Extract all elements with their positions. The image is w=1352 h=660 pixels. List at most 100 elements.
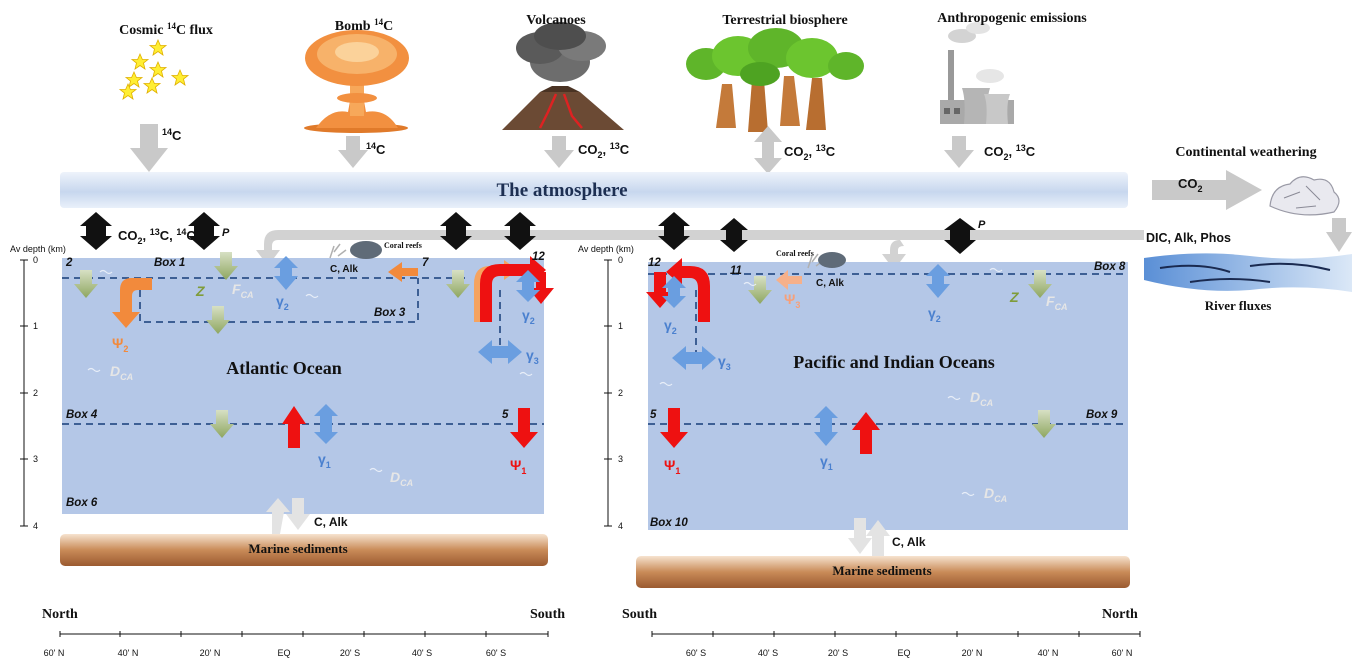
atlantic-box-1: Box 1 [154,257,185,269]
psi2-label: Ψ2 [112,335,128,354]
psi1-arrow-pacific [660,408,688,448]
air-sea-arrow-2 [188,212,220,250]
svg-text:60' S: 60' S [486,648,506,658]
pacific-box-12: 12 [648,257,661,269]
atlantic-basin [62,258,544,514]
volcanoes-label: Volcanoes [526,13,586,28]
anthropogenic-label: Anthropogenic emissions [937,11,1087,26]
pacific-north-label: North [1102,607,1138,622]
weathering-co2-label: CO2 [1178,176,1203,194]
depth-axis-pacific: Av depth (km) 0 1 2 3 4 [578,244,634,531]
svg-text:60' N: 60' N [1112,648,1133,658]
p-label-atlantic: P [222,227,230,239]
atlantic-ocean-label: Atlantic Ocean [226,358,341,378]
coral-label-atlantic: Coral reefs [384,241,422,250]
svg-text:0: 0 [618,255,623,265]
svg-text:20' S: 20' S [828,648,848,658]
svg-text:4: 4 [33,521,38,531]
pacific-box-5: 5 [650,409,657,421]
source-flux-arrows [130,124,1352,252]
biosphere-arrow-label: CO2, 13C [784,143,836,162]
svg-text:20' S: 20' S [340,648,360,658]
pacific-sediment-flux-label: C, Alk [892,535,926,549]
pacific-dca-label: DCA [970,389,993,408]
rock-icon [1269,176,1340,216]
coral-reef-icon-atlantic [329,241,382,259]
pacific-box-10: Box 10 [650,517,688,529]
psi2-arrow [112,278,152,328]
atlantic-z-label: Z [195,283,205,299]
axis-title: Av depth (km) [10,244,66,254]
atlantic-box-2: 2 [65,257,73,269]
atlantic-sediment-flux-label: C, Alk [314,515,348,529]
svg-text:0: 0 [33,255,38,265]
svg-text:2: 2 [33,388,38,398]
volcano-flux-arrow [544,136,574,168]
svg-text:EQ: EQ [277,648,290,658]
svg-text:3: 3 [618,454,623,464]
coral-flux-atlantic: C, Alk [330,264,358,275]
svg-text:60' N: 60' N [44,648,65,658]
pacific-ocean-label: Pacific and Indian Oceans [793,352,995,372]
river-flux-label: DIC, Alk, Phos [1146,231,1231,245]
cosmic-flux-label: Cosmic 14C flux [119,21,213,38]
svg-text:40' S: 40' S [758,648,778,658]
gamma1-label-pacific: γ1 [820,453,833,472]
factory-icon [940,22,1014,124]
pacific-red-arrows [646,258,880,454]
svg-text:EQ: EQ [897,648,910,658]
psi1-label-pacific: Ψ1 [664,457,680,476]
svg-text:20' N: 20' N [200,648,221,658]
pacific-basin [648,262,1128,530]
bomb-flux-arrow [338,136,368,168]
pacific-sediments-label: Marine sediments [832,563,931,578]
gamma1-label-atlantic: γ1 [318,451,331,470]
cosmic-arrow-label: 14C [162,127,182,143]
weathering-label: Continental weathering [1175,145,1316,160]
anthropogenic-flux-arrow [944,136,974,168]
svg-text:20' N: 20' N [962,648,983,658]
pacific-fca-label: FCA [1046,293,1068,312]
bomb-label: Bomb 14C [335,17,393,34]
terrestrial-label: Terrestrial biosphere [722,13,847,28]
svg-text:2: 2 [618,388,623,398]
pacific-box-11: 11 [730,265,742,277]
wave-decorations [87,267,1003,497]
weathering-co2-arrow [1152,170,1262,210]
air-sea-arrow-6 [720,218,748,252]
atlantic-blue-arrows [274,256,540,444]
pacific-overturning-arrow [666,258,710,322]
pacific-blue-arrows [662,264,950,446]
gamma2-label-atlantic-1: γ2 [276,293,289,312]
river-water-icon [1144,253,1352,292]
atlantic-box-7: 7 [422,257,429,269]
river-pipe [256,230,1144,270]
svg-text:40' N: 40' N [118,648,139,658]
gamma2-label-pacific-2: γ2 [928,305,941,324]
svg-text:3: 3 [33,454,38,464]
air-sea-arrow-5 [658,212,690,250]
pacific-orange-arrows [776,270,802,290]
coral-label-pacific: Coral reefs [776,249,814,258]
atmosphere-bar [60,172,1128,208]
atlantic-latitude-axis: North South 60' N 40' N 20' N EQ 20' S 4… [42,607,565,658]
gamma3-label-atlantic: γ3 [526,347,539,366]
anthropogenic-arrow-label: CO2, 13C [984,143,1036,162]
gamma3-label-pacific: γ3 [718,353,731,372]
atlantic-box-6: Box 6 [66,497,98,509]
atlantic-dca-label: DCA [110,363,133,382]
cosmic-stars-icon [118,38,190,100]
cosmic-flux-arrow [130,124,168,172]
air-sea-arrow-4 [504,212,536,250]
atlantic-box-5: 5 [502,409,509,421]
volcano-arrow-label: CO2, 13C [578,141,630,160]
atlantic-south-label: South [530,607,565,622]
air-sea-arrow-3 [440,212,472,250]
gamma2-label-atlantic-2: γ2 [522,307,535,326]
svg-text:4: 4 [618,521,623,531]
pacific-z-label: Z [1009,289,1019,305]
atlantic-sediments-bar [60,534,548,566]
atlantic-sediments-label: Marine sediments [248,541,347,556]
coral-flux-pacific: C, Alk [816,278,844,289]
pacific-latitude-axis: South North 60' S 40' S 20' S EQ 20' N 4… [622,607,1141,658]
